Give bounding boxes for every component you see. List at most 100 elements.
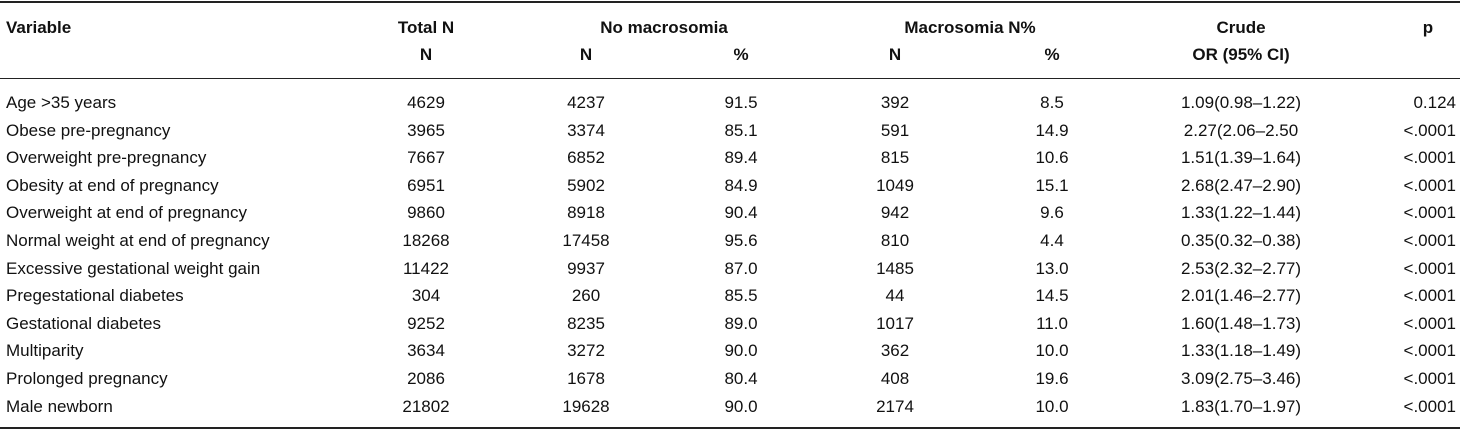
cell-crude-or: 2.68(2.47–2.90) bbox=[1180, 176, 1302, 195]
cell-no-macrosomia-n: 8235 bbox=[567, 314, 605, 333]
cell-variable: Pregestational diabetes bbox=[6, 286, 184, 305]
cell-no-macrosomia-pct: 87.0 bbox=[724, 259, 758, 278]
cell-total-n: 4629 bbox=[407, 93, 445, 112]
cell-crude-or: 3.09(2.75–3.46) bbox=[1180, 369, 1302, 388]
cell-macrosomia-n: 1017 bbox=[876, 314, 914, 333]
header-macrosomia-n: N bbox=[888, 45, 902, 64]
cell-no-macrosomia-n: 260 bbox=[571, 286, 601, 305]
cell-variable: Age >35 years bbox=[6, 93, 117, 112]
header-no-macrosomia-n: N bbox=[579, 45, 593, 64]
cell-macrosomia-n: 942 bbox=[880, 203, 910, 222]
cell-no-macrosomia-pct: 91.5 bbox=[724, 93, 758, 112]
cell-no-macrosomia-n: 8918 bbox=[567, 203, 605, 222]
cell-total-n: 7667 bbox=[407, 148, 445, 167]
cell-no-macrosomia-n: 9937 bbox=[567, 259, 605, 278]
header-total-n: Total N bbox=[397, 18, 455, 37]
cell-variable: Multiparity bbox=[6, 341, 84, 360]
cell-p-value: <.0001 bbox=[1403, 286, 1456, 305]
cell-total-n: 9252 bbox=[407, 314, 445, 333]
cell-p-value: <.0001 bbox=[1403, 148, 1456, 167]
cell-no-macrosomia-pct: 84.9 bbox=[724, 176, 758, 195]
cell-macrosomia-n: 815 bbox=[880, 148, 910, 167]
cell-p-value: <.0001 bbox=[1403, 397, 1456, 416]
cell-macrosomia-n: 1049 bbox=[876, 176, 914, 195]
cell-no-macrosomia-n: 5902 bbox=[567, 176, 605, 195]
cell-crude-or: 1.09(0.98–1.22) bbox=[1180, 93, 1302, 112]
cell-no-macrosomia-pct: 80.4 bbox=[724, 369, 758, 388]
cell-no-macrosomia-pct: 90.0 bbox=[724, 397, 758, 416]
cell-macrosomia-pct: 15.1 bbox=[1035, 176, 1069, 195]
header-no-macrosomia-pct: % bbox=[733, 45, 749, 64]
header-p: p bbox=[1422, 18, 1434, 37]
cell-macrosomia-pct: 4.4 bbox=[1040, 231, 1064, 250]
cell-no-macrosomia-n: 1678 bbox=[567, 369, 605, 388]
cell-macrosomia-pct: 10.6 bbox=[1035, 148, 1069, 167]
cell-total-n: 304 bbox=[411, 286, 441, 305]
cell-macrosomia-pct: 13.0 bbox=[1035, 259, 1069, 278]
cell-crude-or: 2.01(1.46–2.77) bbox=[1180, 286, 1302, 305]
cell-macrosomia-n: 44 bbox=[885, 286, 905, 305]
cell-total-n: 3634 bbox=[407, 341, 445, 360]
cell-macrosomia-n: 1485 bbox=[876, 259, 914, 278]
cell-variable: Obesity at end of pregnancy bbox=[6, 176, 219, 195]
header-crude: Crude bbox=[1216, 18, 1266, 37]
cell-p-value: <.0001 bbox=[1403, 231, 1456, 250]
cell-no-macrosomia-pct: 90.0 bbox=[724, 341, 758, 360]
cell-p-value: <.0001 bbox=[1403, 203, 1456, 222]
cell-total-n: 3965 bbox=[407, 121, 445, 140]
cell-macrosomia-pct: 9.6 bbox=[1040, 203, 1064, 222]
cell-macrosomia-pct: 8.5 bbox=[1040, 93, 1064, 112]
cell-variable: Normal weight at end of pregnancy bbox=[6, 231, 270, 250]
cell-p-value: <.0001 bbox=[1403, 121, 1456, 140]
cell-variable: Overweight at end of pregnancy bbox=[6, 203, 247, 222]
cell-no-macrosomia-pct: 90.4 bbox=[724, 203, 758, 222]
cell-crude-or: 0.35(0.32–0.38) bbox=[1180, 231, 1302, 250]
cell-macrosomia-n: 2174 bbox=[876, 397, 914, 416]
header-macrosomia-pct: % bbox=[1044, 45, 1060, 64]
cell-crude-or: 2.53(2.32–2.77) bbox=[1180, 259, 1302, 278]
cell-macrosomia-pct: 10.0 bbox=[1035, 397, 1069, 416]
cell-crude-or: 1.33(1.18–1.49) bbox=[1180, 341, 1302, 360]
cell-no-macrosomia-pct: 89.0 bbox=[724, 314, 758, 333]
cell-p-value: 0.124 bbox=[1413, 93, 1456, 112]
header-macrosomia: Macrosomia N% bbox=[904, 18, 1036, 37]
cell-macrosomia-n: 591 bbox=[880, 121, 910, 140]
cell-no-macrosomia-n: 19628 bbox=[562, 397, 610, 416]
cell-no-macrosomia-n: 3374 bbox=[567, 121, 605, 140]
table-top-rule bbox=[0, 1, 1460, 3]
table-header-rule bbox=[0, 78, 1460, 79]
cell-crude-or: 2.27(2.06–2.50 bbox=[1183, 121, 1299, 140]
table-bottom-rule bbox=[0, 427, 1460, 429]
cell-macrosomia-pct: 11.0 bbox=[1036, 314, 1068, 333]
cell-p-value: <.0001 bbox=[1403, 369, 1456, 388]
cell-crude-or: 1.83(1.70–1.97) bbox=[1180, 397, 1302, 416]
cell-no-macrosomia-pct: 89.4 bbox=[724, 148, 758, 167]
cell-no-macrosomia-n: 4237 bbox=[567, 93, 605, 112]
cell-crude-or: 1.51(1.39–1.64) bbox=[1180, 148, 1302, 167]
cell-no-macrosomia-n: 17458 bbox=[562, 231, 610, 250]
cell-p-value: <.0001 bbox=[1403, 259, 1456, 278]
cell-macrosomia-n: 810 bbox=[880, 231, 910, 250]
cell-total-n: 11422 bbox=[402, 259, 450, 278]
cell-no-macrosomia-n: 6852 bbox=[567, 148, 605, 167]
cell-variable: Male newborn bbox=[6, 397, 113, 416]
header-total-n-sub: N bbox=[419, 45, 433, 64]
cell-variable: Prolonged pregnancy bbox=[6, 369, 168, 388]
cell-variable: Overweight pre-pregnancy bbox=[6, 148, 207, 167]
header-crude-sub: OR (95% CI) bbox=[1192, 45, 1290, 64]
cell-macrosomia-n: 408 bbox=[880, 369, 910, 388]
cell-total-n: 2086 bbox=[407, 369, 445, 388]
cell-total-n: 6951 bbox=[407, 176, 445, 195]
cell-macrosomia-pct: 14.9 bbox=[1035, 121, 1069, 140]
cell-total-n: 18268 bbox=[402, 231, 450, 250]
cell-no-macrosomia-pct: 85.5 bbox=[724, 286, 758, 305]
cell-no-macrosomia-pct: 85.1 bbox=[724, 121, 758, 140]
cell-total-n: 21802 bbox=[402, 397, 450, 416]
cell-p-value: <.0001 bbox=[1403, 176, 1456, 195]
header-variable: Variable bbox=[6, 18, 72, 37]
cell-macrosomia-pct: 14.5 bbox=[1035, 286, 1069, 305]
cell-no-macrosomia-pct: 95.6 bbox=[724, 231, 758, 250]
cell-total-n: 9860 bbox=[407, 203, 445, 222]
cell-macrosomia-n: 362 bbox=[880, 341, 910, 360]
cell-p-value: <.0001 bbox=[1403, 314, 1456, 333]
